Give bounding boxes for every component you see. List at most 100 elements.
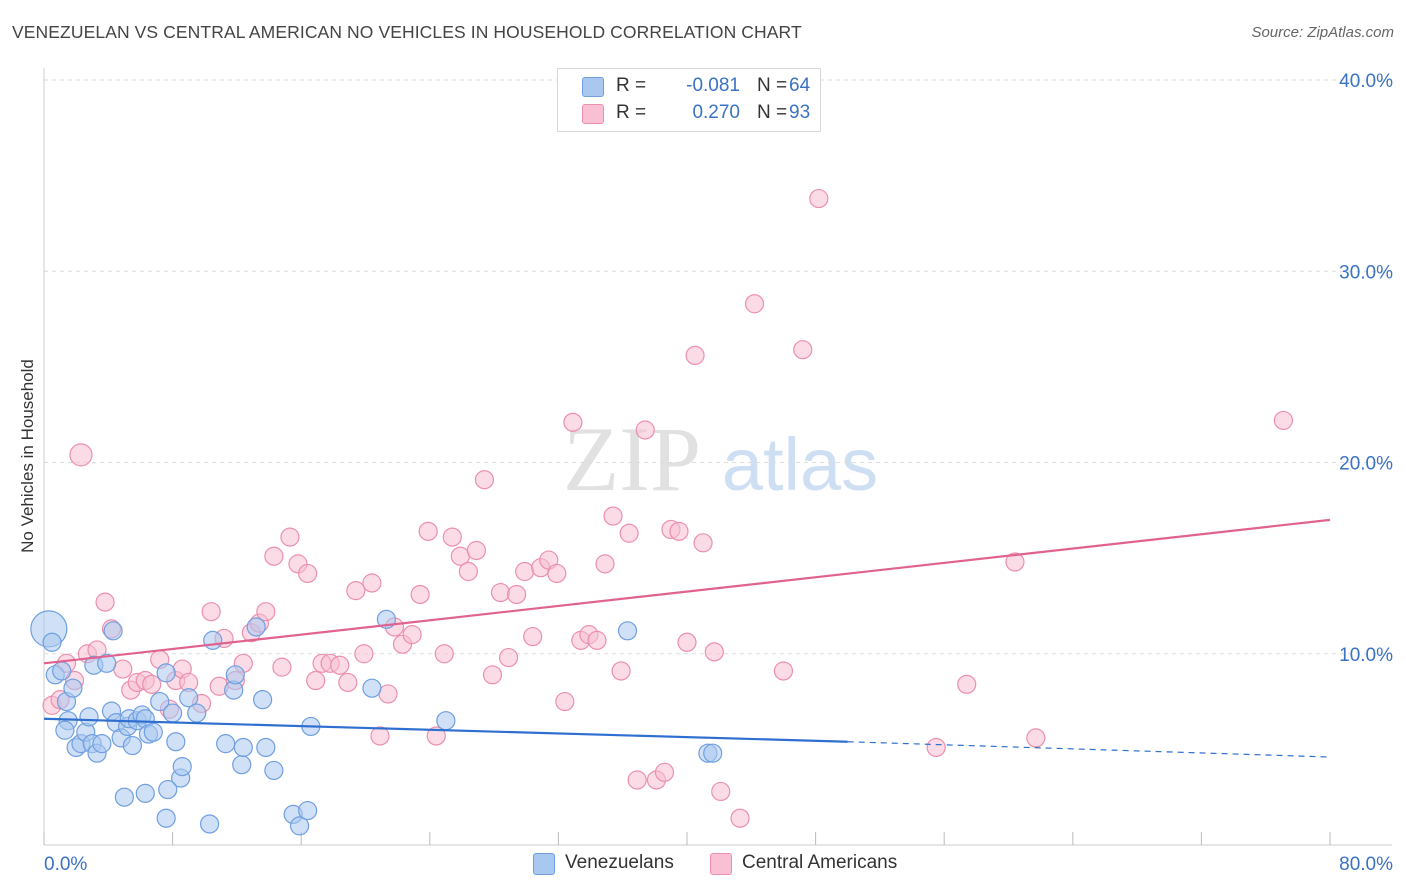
central-americans-point [677, 632, 697, 652]
legend-n-value: 64 [789, 75, 811, 96]
central-americans-point [635, 420, 655, 440]
central-americans-point [1026, 728, 1046, 748]
central-americans-point [354, 644, 374, 664]
grid-lines [44, 79, 1392, 655]
central-americans-point [306, 670, 326, 691]
venezuelans-point [156, 663, 176, 683]
central-americans-point [523, 626, 543, 647]
central-americans-point [201, 602, 221, 622]
venezuelans-point [114, 787, 134, 807]
central-americans-point [466, 540, 487, 561]
venezuelans-point [264, 760, 284, 781]
venezuelans-point [256, 737, 276, 758]
central-americans-point [1005, 552, 1025, 572]
central-americans-points [42, 188, 1293, 828]
central-americans-point [1273, 410, 1293, 431]
venezuelans-point [362, 678, 382, 698]
legend-swatch-blue [582, 77, 604, 97]
legend-r-value: 0.270 [692, 102, 740, 123]
central-americans-point [362, 573, 382, 593]
watermark-atlas: atlas [722, 423, 878, 506]
venezuelans-point [253, 690, 273, 710]
venezuelans-point [92, 734, 112, 754]
venezuelans-point [703, 743, 723, 763]
venezuelans-point [143, 722, 163, 742]
central-americans-point [402, 625, 422, 645]
central-americans-point [744, 294, 765, 314]
venezuelans-point [246, 617, 266, 637]
bottom-legend-label: Venezuelans [565, 852, 674, 873]
central-americans-point [603, 506, 623, 526]
zipatlas-watermark: ZIP atlas [563, 408, 878, 510]
bottom-legend-label: Central Americans [742, 852, 898, 873]
venezuelans-trend-extension [847, 741, 1331, 758]
central-americans-point [434, 644, 454, 664]
central-americans-point [69, 443, 93, 467]
central-americans-point [442, 527, 462, 547]
y-tick-label: 30.0% [1339, 262, 1393, 283]
watermark-zip: ZIP [563, 408, 701, 510]
central-americans-point [669, 521, 689, 541]
central-americans-point [555, 691, 575, 712]
venezuelans-point [150, 691, 170, 712]
venezuelans-point [172, 756, 192, 777]
central-americans-point [563, 412, 583, 432]
venezuelans-point [163, 703, 183, 723]
venezuelans-point [289, 816, 310, 836]
axes [43, 68, 1392, 846]
venezuelans-point [232, 755, 252, 775]
venezuelans-point [97, 653, 117, 673]
central-americans-point [595, 554, 615, 574]
central-americans-point [418, 521, 438, 541]
central-americans-point [926, 737, 946, 758]
venezuelans-point [203, 630, 223, 650]
y-tick-label: 10.0% [1339, 645, 1393, 666]
central-americans-point [704, 642, 724, 662]
central-americans-point [587, 630, 607, 650]
central-americans-point [474, 470, 495, 490]
central-americans-point [264, 546, 284, 566]
legend-swatch-pink [582, 104, 604, 124]
central-americans-point [957, 674, 977, 694]
central-americans-point [498, 647, 519, 668]
central-americans-point [730, 808, 750, 828]
venezuelans-point [55, 720, 75, 740]
venezuelans-point [63, 678, 83, 698]
bottom-legend-swatch-blue [533, 853, 555, 875]
central-americans-point [370, 726, 390, 746]
venezuelans-points [30, 609, 723, 836]
venezuelans-point [179, 688, 199, 708]
central-americans-point [256, 602, 276, 622]
legend-n-label: N = [757, 102, 788, 123]
venezuelans-point [216, 734, 236, 754]
bottom-legend-swatch-pink [710, 853, 732, 875]
source-credit: Source: ZipAtlas.com [1251, 24, 1394, 41]
central-americans-point [272, 657, 292, 677]
central-americans-point [482, 665, 503, 685]
central-americans-point [280, 527, 300, 547]
legend-r-label: R = [616, 102, 647, 123]
central-americans-point [142, 674, 162, 694]
venezuelans-point [166, 732, 186, 752]
legend-n-value: 93 [789, 102, 811, 123]
venezuelans-point [225, 665, 245, 685]
central-americans-point [298, 563, 318, 584]
legend-n-label: N = [757, 75, 788, 96]
central-americans-point [711, 781, 731, 802]
central-americans-point [627, 770, 647, 790]
central-americans-point [458, 561, 478, 582]
central-americans-point [330, 655, 350, 675]
central-americans-point [426, 726, 446, 746]
venezuelans-point [135, 783, 155, 803]
legend-r-label: R = [616, 75, 647, 96]
venezuelans-trend-line [43, 717, 848, 743]
venezuelans-point [156, 808, 176, 828]
central-americans-point [113, 659, 133, 679]
central-americans-point [507, 584, 527, 605]
y-tick-label: 40.0% [1339, 71, 1393, 92]
central-americans-point [654, 762, 675, 782]
central-americans-point [773, 661, 794, 681]
venezuelans-point [42, 632, 62, 652]
x-tick-label: 0.0% [44, 854, 87, 875]
